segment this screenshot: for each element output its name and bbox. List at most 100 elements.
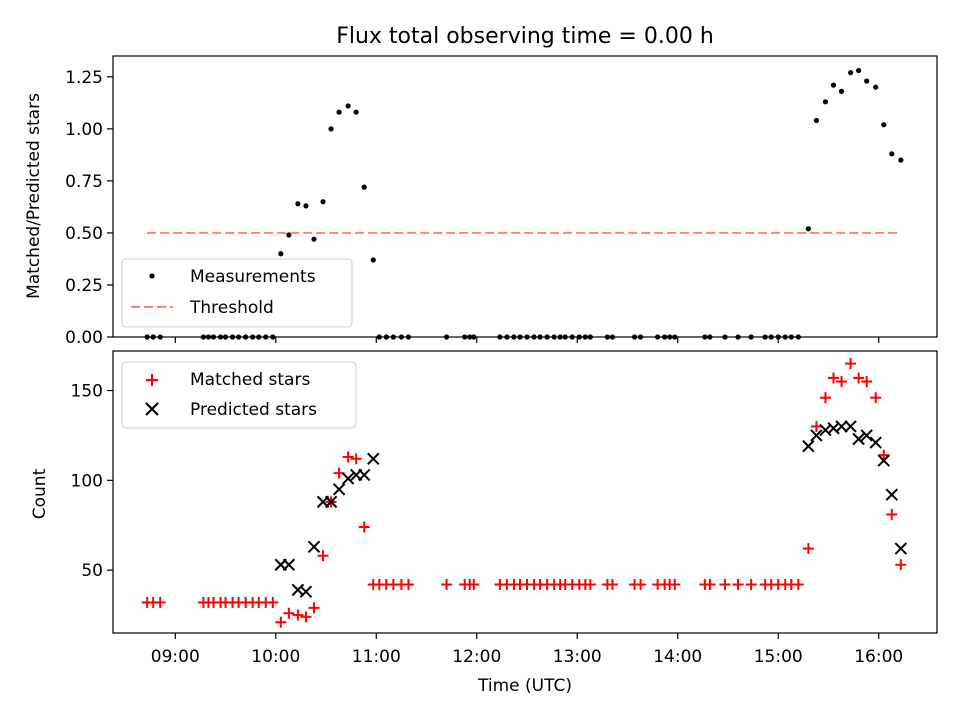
matched-stars-point — [300, 611, 312, 623]
top-y-tick-label: 0.00 — [65, 328, 103, 348]
measurements-point — [278, 251, 284, 257]
measurements-point — [370, 257, 376, 263]
bottom-x-ticks: 09:00 10:00 11:00 12:00 13:00 14:00 15:00 16:00 — [151, 633, 903, 667]
matched-stars-point — [317, 550, 329, 562]
matched-stars-point — [358, 521, 370, 533]
measurements-point — [822, 99, 829, 105]
matched-stars-point — [292, 609, 304, 621]
x-axis-label: Time (UTC) — [477, 676, 572, 696]
measurements-point — [345, 103, 351, 109]
measurements-point — [311, 236, 317, 242]
matched-stars-point — [468, 579, 480, 591]
matched-stars-point — [275, 616, 287, 628]
matched-stars-point — [792, 579, 804, 591]
top-y-tick-label: 1.25 — [65, 68, 103, 88]
matched-stars-point — [402, 579, 414, 591]
predicted-stars-point — [852, 432, 865, 446]
predicted-stars-point — [860, 429, 873, 442]
matched-stars-point — [267, 596, 279, 608]
bottom-panel: Count Time (UTC) 50 100 150 09:00 10:00 11:0… — [30, 350, 938, 696]
matched-stars-point — [154, 596, 166, 608]
measurements-point — [320, 199, 326, 205]
legend-predicted-marker — [145, 402, 159, 416]
x-tick-label: 09:00 — [151, 647, 200, 667]
top-y-tick-label: 0.75 — [65, 172, 103, 192]
top-plot-frame — [112, 55, 938, 338]
matched-stars-point — [870, 392, 882, 404]
top-y-ticks: 0.00 0.25 0.50 0.75 1.00 1.25 — [65, 68, 113, 348]
measurements-point — [838, 88, 845, 94]
legend-measurements-marker — [149, 273, 155, 279]
measurements-point — [847, 70, 854, 76]
matched-stars-point — [845, 358, 857, 370]
predicted-stars-point — [877, 454, 890, 467]
measurements-point — [295, 201, 301, 207]
predicted-stars-point — [358, 468, 371, 482]
predicted-stars-point — [810, 429, 823, 442]
top-legend-box — [121, 258, 353, 328]
bottom-plot-frame — [112, 350, 938, 634]
measurements-point — [898, 157, 904, 163]
bottom-legend: Matched stars Predicted stars — [121, 361, 357, 429]
measurements-point — [286, 232, 292, 238]
matched-stars-point — [441, 579, 453, 591]
matched-stars-point — [802, 543, 814, 555]
x-tick-label: 13:00 — [553, 647, 602, 667]
measurements-point — [881, 122, 887, 128]
matched-stars-point — [606, 579, 618, 591]
matched-stars-point — [635, 579, 647, 591]
measurements-point — [361, 184, 367, 190]
predicted-stars-point — [299, 585, 313, 598]
measurements-point — [303, 203, 309, 209]
measurements-point — [830, 82, 837, 88]
top-panel: Flux total observing time = 0.00 h Match… — [24, 24, 938, 348]
matched-stars-point — [886, 508, 898, 520]
matched-stars-point — [732, 579, 744, 591]
x-tick-label: 10:00 — [251, 647, 300, 667]
measurements-point — [889, 151, 895, 157]
x-tick-label: 12:00 — [452, 647, 501, 667]
bottom-y-tick-label: 50 — [81, 561, 103, 581]
top-y-tick-label: 1.00 — [65, 120, 103, 140]
predicted-stars-point — [282, 558, 296, 571]
bottom-y-tick-label: 100 — [71, 471, 103, 491]
matched-stars-point — [704, 579, 716, 591]
matched-stars-point — [836, 376, 848, 388]
matched-stars-point — [669, 579, 681, 591]
top-y-tick-label: 0.25 — [65, 276, 103, 296]
legend-matched-label: Matched stars — [190, 370, 310, 390]
predicted-stars-point — [885, 488, 898, 501]
predicted-stars-point — [844, 420, 857, 433]
matched-stars-point — [283, 607, 295, 619]
matched-stars-point — [895, 559, 907, 571]
matched-stars-point — [853, 372, 865, 384]
bottom-data-marks — [141, 358, 908, 628]
predicted-stars-point — [802, 439, 815, 453]
predicted-stars-point — [341, 472, 355, 485]
measurements-point — [873, 84, 879, 90]
predicted-stars-point — [324, 495, 338, 509]
bottom-y-tick-label: 150 — [71, 382, 103, 402]
legend-predicted-label: Predicted stars — [190, 400, 317, 420]
matched-stars-point — [827, 372, 839, 384]
matched-stars-point — [810, 420, 822, 432]
matched-stars-point — [745, 579, 757, 591]
top-chart-title: Flux total observing time = 0.00 h — [336, 24, 714, 49]
matched-stars-point — [861, 376, 873, 388]
measurements-point — [336, 109, 342, 115]
measurements-point — [856, 67, 862, 74]
legend-threshold-label: Threshold — [189, 298, 274, 318]
predicted-stars-point — [307, 540, 321, 553]
x-tick-label: 15:00 — [754, 647, 803, 667]
matched-stars-point — [878, 449, 890, 461]
bottom-y-ticks: 50 100 150 — [71, 382, 113, 581]
bottom-legend-box — [121, 361, 357, 429]
measurements-point — [805, 226, 811, 232]
measurements-point — [813, 117, 820, 124]
measurements-point — [328, 126, 334, 132]
x-tick-label: 16:00 — [854, 647, 903, 667]
matched-stars-point — [819, 392, 831, 404]
predicted-stars-point — [367, 452, 380, 465]
